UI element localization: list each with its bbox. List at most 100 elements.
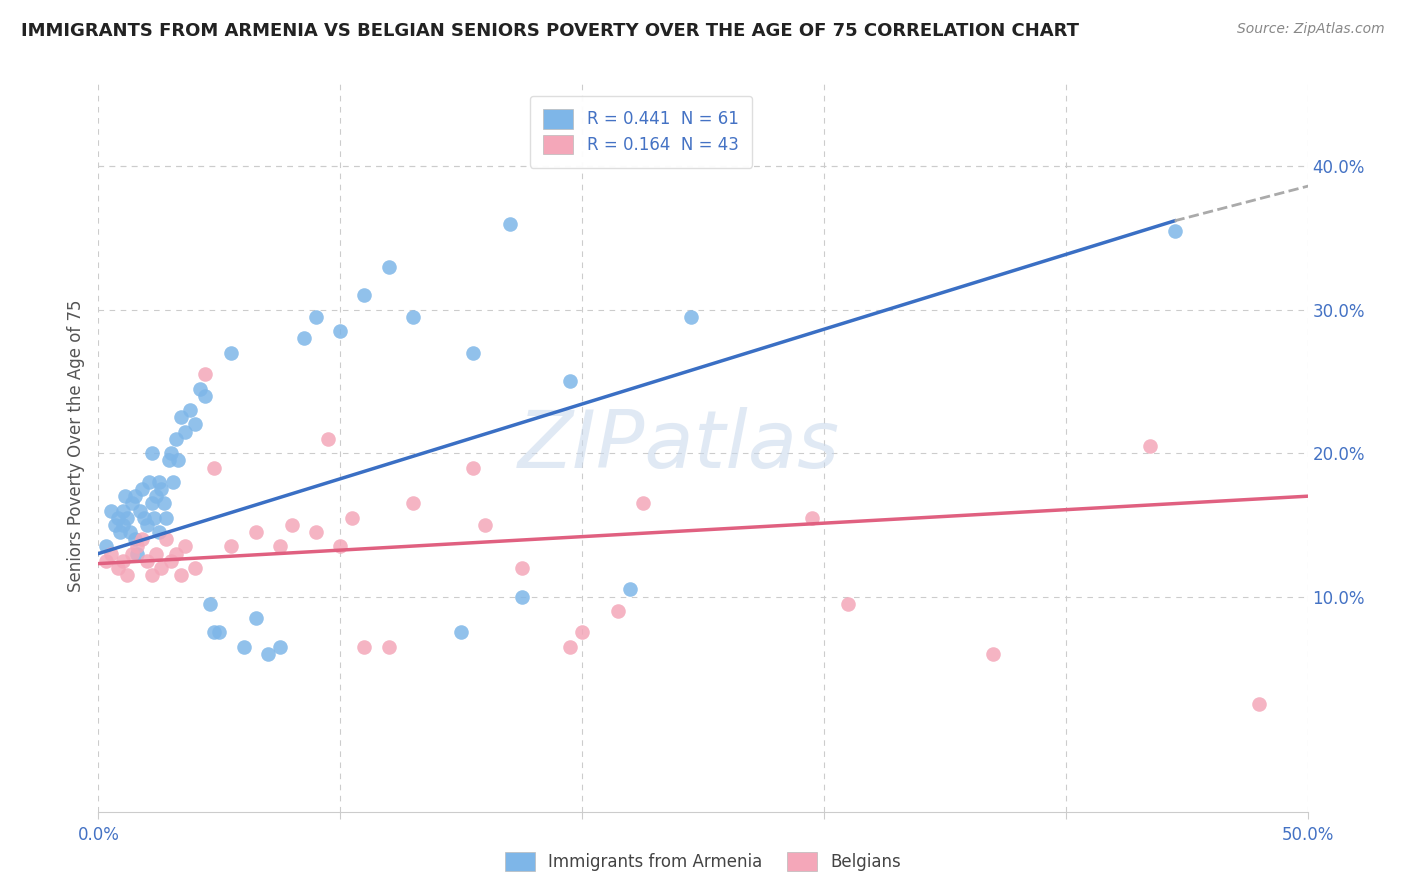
Point bbox=[194, 368, 217, 382]
Point bbox=[100, 547, 122, 561]
Legend: Immigrants from Armenia, Belgians: Immigrants from Armenia, Belgians bbox=[496, 843, 910, 880]
Point bbox=[1249, 697, 1271, 711]
Point bbox=[150, 561, 173, 575]
Point bbox=[221, 540, 243, 554]
Point bbox=[981, 647, 1004, 661]
Point bbox=[141, 568, 163, 582]
Point bbox=[194, 389, 217, 403]
Point bbox=[127, 540, 149, 554]
Point bbox=[121, 547, 143, 561]
Point bbox=[169, 410, 191, 425]
Point bbox=[329, 540, 352, 554]
Point bbox=[558, 640, 581, 654]
Point bbox=[342, 510, 364, 524]
Point bbox=[131, 482, 153, 496]
Point bbox=[184, 417, 207, 432]
Point bbox=[498, 217, 520, 231]
Point bbox=[256, 647, 278, 661]
Point bbox=[198, 597, 221, 611]
Point bbox=[188, 382, 211, 396]
Y-axis label: Seniors Poverty Over the Age of 75: Seniors Poverty Over the Age of 75 bbox=[66, 300, 84, 592]
Point bbox=[118, 524, 141, 539]
Point bbox=[305, 524, 328, 539]
Point bbox=[155, 533, 177, 547]
Point bbox=[221, 345, 243, 359]
Point bbox=[179, 403, 201, 417]
Point bbox=[152, 496, 174, 510]
Point bbox=[245, 524, 267, 539]
Point bbox=[558, 375, 581, 389]
Point bbox=[160, 554, 183, 568]
Legend: R = 0.441  N = 61, R = 0.164  N = 43: R = 0.441 N = 61, R = 0.164 N = 43 bbox=[530, 96, 752, 168]
Point bbox=[450, 625, 472, 640]
Point bbox=[232, 640, 254, 654]
Point bbox=[679, 310, 702, 324]
Point bbox=[94, 554, 117, 568]
Point bbox=[117, 568, 139, 582]
Text: Source: ZipAtlas.com: Source: ZipAtlas.com bbox=[1237, 22, 1385, 37]
Point bbox=[329, 324, 352, 338]
Point bbox=[402, 310, 425, 324]
Point bbox=[107, 561, 129, 575]
Point bbox=[269, 540, 291, 554]
Point bbox=[837, 597, 859, 611]
Point bbox=[141, 496, 163, 510]
Point bbox=[131, 533, 153, 547]
Point bbox=[800, 510, 823, 524]
Point bbox=[463, 345, 485, 359]
Point bbox=[316, 432, 339, 446]
Point bbox=[631, 496, 654, 510]
Point bbox=[124, 489, 146, 503]
Point bbox=[114, 489, 136, 503]
Point bbox=[111, 517, 134, 532]
Point bbox=[100, 503, 122, 517]
Text: IMMIGRANTS FROM ARMENIA VS BELGIAN SENIORS POVERTY OVER THE AGE OF 75 CORRELATIO: IMMIGRANTS FROM ARMENIA VS BELGIAN SENIO… bbox=[21, 22, 1078, 40]
Point bbox=[127, 547, 149, 561]
Point bbox=[1163, 224, 1185, 238]
Point bbox=[184, 561, 207, 575]
Point bbox=[510, 590, 533, 604]
Point bbox=[135, 517, 157, 532]
Point bbox=[160, 446, 183, 460]
Point bbox=[111, 554, 134, 568]
Point bbox=[377, 260, 399, 274]
Text: ZIPatlas: ZIPatlas bbox=[517, 407, 839, 485]
Point bbox=[94, 540, 117, 554]
Point bbox=[208, 625, 231, 640]
Point bbox=[571, 625, 593, 640]
Point bbox=[463, 460, 485, 475]
Point bbox=[150, 482, 173, 496]
Point bbox=[377, 640, 399, 654]
Point bbox=[167, 453, 190, 467]
Point bbox=[305, 310, 328, 324]
Point bbox=[510, 561, 533, 575]
Point bbox=[141, 446, 163, 460]
Point bbox=[619, 582, 641, 597]
Point bbox=[607, 604, 630, 618]
Point bbox=[204, 625, 226, 640]
Point bbox=[145, 489, 167, 503]
Point bbox=[174, 425, 197, 439]
Point bbox=[474, 517, 496, 532]
Point bbox=[121, 496, 143, 510]
Point bbox=[108, 524, 131, 539]
Point bbox=[145, 547, 167, 561]
Point bbox=[281, 517, 304, 532]
Point bbox=[174, 540, 197, 554]
Point bbox=[148, 524, 170, 539]
Point bbox=[402, 496, 425, 510]
Point bbox=[155, 510, 177, 524]
Point bbox=[1139, 439, 1161, 453]
Point bbox=[104, 517, 127, 532]
Point bbox=[134, 510, 156, 524]
Point bbox=[162, 475, 184, 489]
Point bbox=[117, 510, 139, 524]
Point bbox=[135, 554, 157, 568]
Point bbox=[128, 503, 150, 517]
Point bbox=[353, 288, 375, 302]
Point bbox=[148, 475, 170, 489]
Point bbox=[292, 331, 315, 345]
Point bbox=[157, 453, 180, 467]
Point bbox=[245, 611, 267, 625]
Point bbox=[143, 510, 166, 524]
